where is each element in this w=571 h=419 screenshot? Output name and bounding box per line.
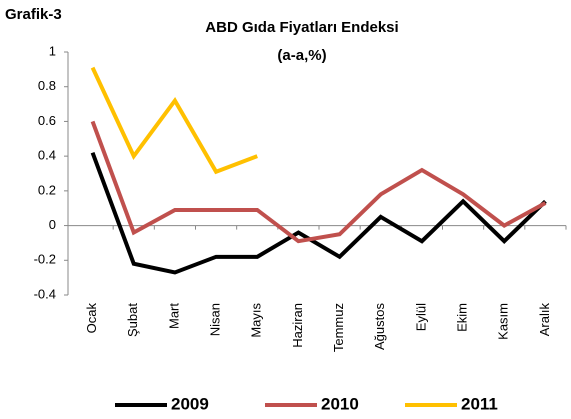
y-tick-label: 1	[49, 43, 56, 58]
x-tick-label: Şubat	[125, 303, 140, 337]
x-tick-label: Ekim	[455, 303, 470, 332]
x-tick-label: Haziran	[290, 303, 305, 348]
y-tick-label: 0.6	[38, 113, 56, 128]
chart-subtitle: (a-a,%)	[277, 47, 326, 64]
line-series	[90, 66, 258, 175]
legend-label: 2011	[461, 394, 498, 413]
x-tick-label: Eylül	[413, 303, 428, 331]
legend-label: 2010	[321, 394, 359, 413]
x-tick-label: Ağustos	[372, 303, 387, 350]
x-tick-label: Ocak	[84, 303, 99, 334]
x-tick-label: Mart	[166, 303, 181, 329]
y-tick-label: 0	[49, 217, 56, 232]
y-tick-label: -0.4	[34, 286, 56, 301]
x-tick-label: Temmuz	[331, 303, 346, 352]
line-series	[90, 151, 547, 275]
chart-title: ABD Gıda Fiyatları Endeksi	[205, 19, 398, 36]
y-tick-label: 0.8	[38, 78, 56, 93]
line-series	[90, 120, 547, 244]
x-tick-label: Mayıs	[249, 303, 264, 338]
legend-label: 2009	[171, 394, 209, 413]
x-tick-label: Kasım	[496, 303, 511, 340]
x-tick-label: Nisan	[208, 303, 223, 336]
chart-label: Grafik-3	[5, 6, 62, 23]
y-tick-label: -0.2	[34, 252, 56, 267]
y-tick-label: 0.4	[38, 148, 56, 163]
x-tick-label: Aralık	[537, 303, 552, 337]
y-tick-label: 0.2	[38, 182, 56, 197]
